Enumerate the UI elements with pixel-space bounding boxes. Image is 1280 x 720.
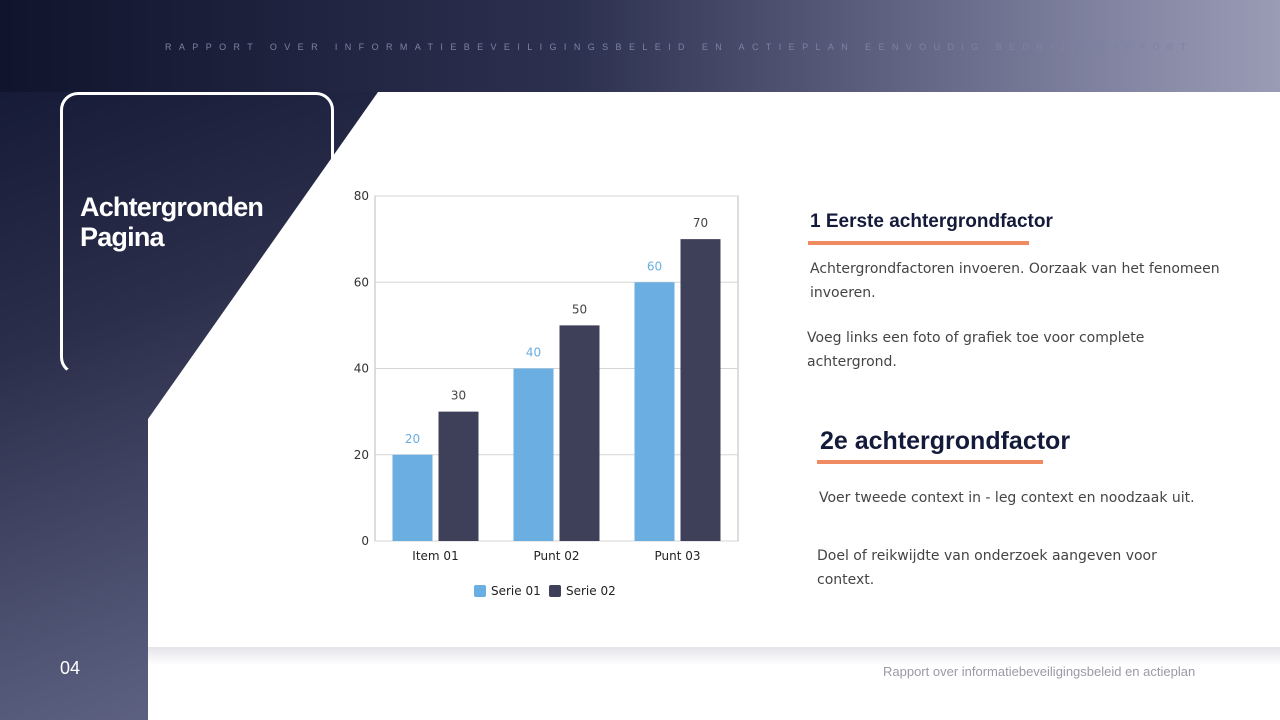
top-banner — [0, 0, 1280, 92]
section1-heading: 1 Eerste achtergrondfactor — [810, 211, 1053, 232]
legend-label: Serie 02 — [566, 584, 616, 598]
section1-text-1: Achtergrondfactoren invoeren. Oorzaak va… — [810, 261, 1220, 301]
legend-swatch — [549, 585, 561, 597]
section1-text-2: Voeg links een foto of grafiek toe voor … — [807, 330, 1145, 370]
bar-1-2 — [513, 368, 554, 541]
data-label: 70 — [693, 216, 708, 230]
page-number: 04 — [60, 658, 81, 678]
header-text: RAPPORT OVER INFORMATIEBEVEILIGINGSBELEI… — [165, 42, 1194, 52]
y-tick-label: 20 — [354, 448, 369, 462]
title-line-1: Achtergronden — [80, 192, 264, 222]
bar-2-1 — [438, 411, 479, 541]
title-line-2: Pagina — [80, 222, 165, 252]
footer-text: Rapport over informatiebeveiligingsbelei… — [883, 664, 1196, 679]
y-tick-label: 40 — [354, 362, 369, 376]
section2-text-1: Voer tweede context in - leg context en … — [819, 490, 1195, 506]
section1-underline — [808, 241, 1029, 245]
bar-1-3 — [634, 282, 675, 541]
data-label: 40 — [526, 346, 541, 360]
section2-underline — [817, 460, 1043, 464]
bar-2-2 — [559, 325, 600, 541]
data-label: 30 — [451, 389, 466, 403]
y-tick-label: 60 — [354, 275, 369, 289]
data-label: 20 — [405, 432, 420, 446]
legend-label: Serie 01 — [491, 584, 541, 598]
page-title: Achtergronden Pagina — [80, 192, 264, 252]
bar-chart: 0 20 40 60 80 20 30 Item 01 40 50 Punt 02 60 70 Punt … — [354, 189, 739, 598]
y-tick-label: 80 — [354, 189, 369, 203]
legend-swatch — [474, 585, 486, 597]
bar-2-3 — [680, 239, 721, 541]
x-tick-label: Punt 03 — [654, 549, 700, 563]
x-tick-label: Item 01 — [412, 549, 458, 563]
data-label: 60 — [647, 259, 662, 273]
x-tick-label: Punt 02 — [533, 549, 579, 563]
data-label: 50 — [572, 302, 587, 316]
footer-band — [148, 647, 1280, 720]
section2-heading: 2e achtergrondfactor — [820, 427, 1071, 455]
bar-1-1 — [392, 454, 433, 541]
y-tick-label: 0 — [361, 534, 369, 548]
section2-text-2: Doel of reikwijdte van onderzoek aangeve… — [817, 548, 1157, 588]
